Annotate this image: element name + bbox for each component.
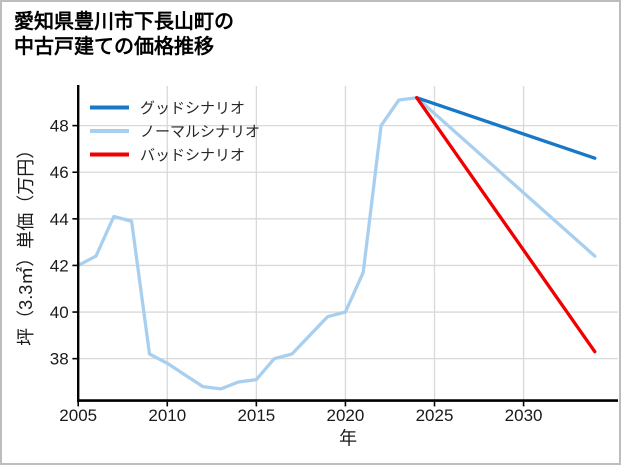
y-tick-label: 40 xyxy=(50,303,69,322)
legend-label-bad-scenario: バッドシナリオ xyxy=(140,147,245,164)
x-axis-label: 年 xyxy=(339,429,357,449)
y-tick-label: 42 xyxy=(50,256,69,275)
y-axis-label: 坪（3.3㎡）単価（万円） xyxy=(15,141,36,346)
series-line-bad-scenario xyxy=(415,96,597,354)
y-tick-label: 46 xyxy=(50,163,69,182)
legend-label-normal-scenario: ノーマルシナリオ xyxy=(140,124,260,141)
x-tick-label: 2005 xyxy=(59,406,97,425)
y-tick-label: 38 xyxy=(50,350,69,369)
y-tick-label: 48 xyxy=(50,117,69,136)
chart-title-line1: 愛知県豊川市下長山町の xyxy=(14,11,234,33)
x-tick-label: 2020 xyxy=(327,406,365,425)
legend-label-good-scenario: グッドシナリオ xyxy=(140,100,245,117)
y-tick-label: 44 xyxy=(50,210,69,229)
x-tick-label: 2025 xyxy=(416,406,454,425)
series-line-good-scenario xyxy=(415,96,597,160)
x-tick-label: 2010 xyxy=(148,406,186,425)
series-line-normal-scenario xyxy=(76,96,597,391)
x-tick-label: 2015 xyxy=(237,406,275,425)
x-tick-label: 2030 xyxy=(505,406,543,425)
chart-title-line2: 中古戸建ての価格推移 xyxy=(14,36,214,58)
chart-title: 愛知県豊川市下長山町の 中古戸建ての価格推移 xyxy=(14,10,234,60)
